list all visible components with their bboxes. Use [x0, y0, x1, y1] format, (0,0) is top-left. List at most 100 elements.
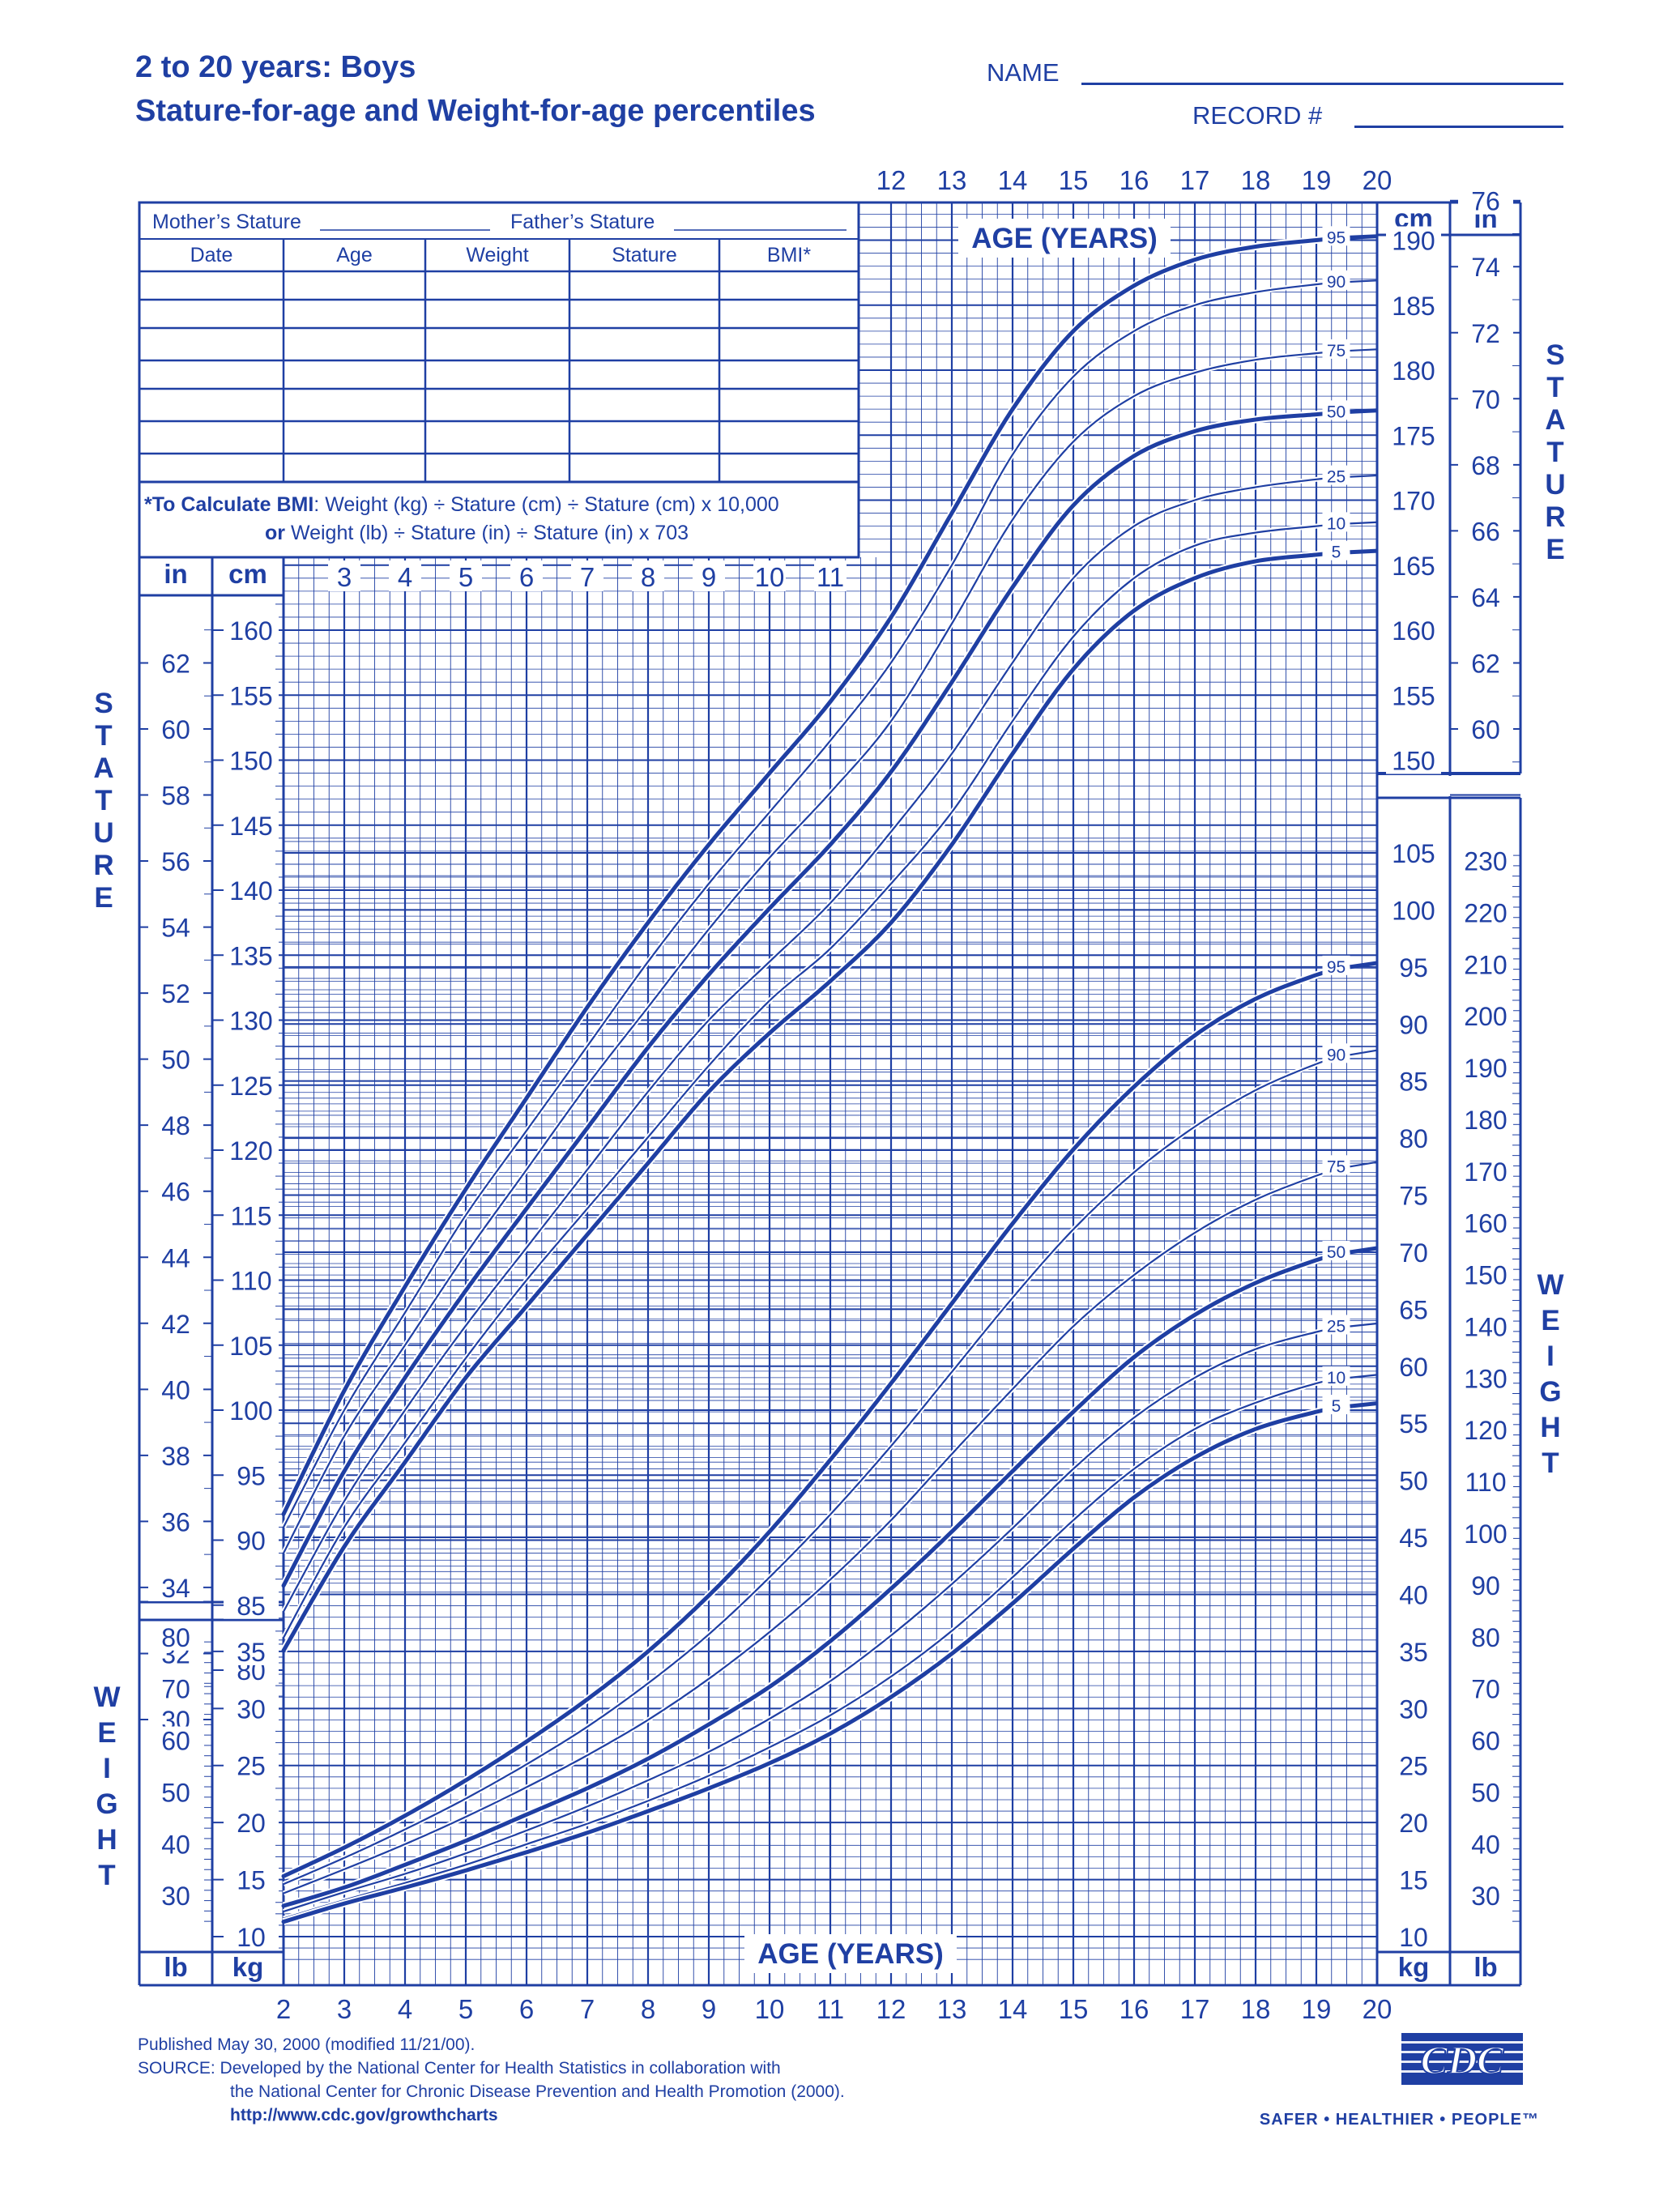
tick-bg: [224, 1396, 279, 1424]
cm-tick-left: 95: [237, 1461, 266, 1490]
record-column-header: Date: [190, 244, 233, 266]
tick-bg: [224, 616, 279, 644]
stature-vertical-left: A: [93, 752, 113, 784]
grid: [138, 199, 1522, 1987]
stature-curve-tail: [1350, 548, 1378, 555]
in-tick-left: 56: [161, 847, 190, 876]
stature-curve-tail: [1350, 279, 1378, 283]
lb-tick-right: 220: [1464, 898, 1507, 927]
in-tick-right: 64: [1471, 583, 1500, 612]
tick-bg: [1458, 1830, 1513, 1858]
in-tick-right: 74: [1471, 253, 1500, 282]
kg-tick-left: 15: [237, 1866, 266, 1895]
weight-curve-p10: [282, 1376, 1348, 1920]
lb-tick-left: 70: [161, 1675, 190, 1704]
age-tick-bg: [510, 560, 543, 591]
stature-label-bg: [1322, 512, 1350, 532]
stature-vertical-left: S: [94, 688, 113, 719]
age-tick-bottom: 20: [1363, 1994, 1392, 2024]
tick-bg: [1458, 1208, 1513, 1237]
tick-bg: [1458, 253, 1513, 281]
cm-tick-right: 155: [1392, 681, 1435, 710]
in-tick-left: 62: [161, 649, 190, 678]
lb-tick-left: 80: [161, 1623, 190, 1652]
tick-bg: [1386, 616, 1441, 644]
in-tick-right: 66: [1471, 517, 1500, 546]
lb-tick-right: 110: [1465, 1468, 1506, 1497]
age-tick-inner: 10: [755, 562, 785, 592]
weight-curve-tail: [1350, 1161, 1378, 1168]
kg-tick-right: 105: [1392, 839, 1435, 868]
weight-vertical-left: W: [93, 1681, 120, 1713]
stature-curve-tail: [1350, 521, 1378, 525]
in-tick-right: 70: [1471, 385, 1500, 414]
lb-tick-right: 90: [1471, 1571, 1500, 1600]
cm-tick-left: 160: [229, 616, 272, 646]
stature-vertical-left: T: [95, 720, 112, 752]
in-tick-left: 36: [161, 1507, 190, 1536]
stature-vertical-left: E: [94, 882, 113, 914]
cm-tick-left: 90: [237, 1527, 266, 1556]
tick-bg: [1458, 1519, 1513, 1547]
record-column-header: BMI*: [767, 244, 811, 266]
weight-curve-tail: [1350, 1246, 1378, 1255]
weight-vertical-left: E: [97, 1717, 116, 1749]
tick-bg: [148, 1177, 203, 1205]
tick-bg: [1458, 1157, 1513, 1185]
source-url[interactable]: http://www.cdc.gov/growthcharts: [230, 2106, 498, 2125]
in-tick-right: 62: [1471, 649, 1500, 678]
age-tick-bg: [693, 560, 725, 591]
tick-bg: [224, 1331, 279, 1359]
in-tick-left: 40: [161, 1375, 190, 1404]
record-column-header: Weight: [466, 244, 528, 266]
weight-curve-p25: [282, 1325, 1348, 1913]
kg-tick-right: 85: [1399, 1068, 1428, 1097]
tick-bg: [1458, 898, 1513, 927]
age-tick-bg: [328, 560, 360, 591]
unit-kg-left: kg: [232, 1952, 264, 1982]
kg-tick-right: 90: [1399, 1010, 1428, 1039]
age-tick-bg: [814, 560, 847, 591]
tick-bg: [1386, 551, 1441, 579]
cm-tick-left: 125: [229, 1072, 272, 1101]
tick-bg: [224, 1071, 279, 1099]
lb-tick-right: 140: [1464, 1312, 1507, 1341]
tick-bg: [224, 1809, 279, 1837]
cm-tick-left: 150: [229, 747, 272, 776]
tick-bg: [1386, 291, 1441, 319]
tick-bg: [1386, 1694, 1441, 1723]
kg-tick-left: 20: [237, 1809, 266, 1838]
source-text-1: Developed by the National Center for Hea…: [220, 2059, 781, 2078]
lb-tick-right: 150: [1464, 1261, 1507, 1290]
kg-tick-right: 20: [1399, 1809, 1428, 1838]
weight-vertical-left: T: [98, 1860, 115, 1891]
tick-bg: [1458, 1778, 1513, 1806]
tick-bg: [1386, 896, 1441, 924]
record-line[interactable]: [1354, 103, 1563, 128]
record-column-header: Age: [336, 244, 372, 266]
name-line[interactable]: [1081, 60, 1563, 85]
lb-tick-left: 50: [161, 1778, 190, 1807]
tick-bg: [1458, 846, 1513, 875]
stature-vertical-left: R: [93, 850, 113, 881]
cm-tick-right: 185: [1392, 292, 1435, 321]
unit-cm-left: cm: [228, 559, 267, 589]
tick-bg: [148, 1726, 203, 1754]
tick-bg: [1458, 1260, 1513, 1289]
age-tick-top: 15: [1059, 165, 1089, 195]
tick-bg: [1458, 582, 1513, 611]
stature-label-bg: [1322, 270, 1350, 290]
tick-bg: [1386, 1181, 1441, 1209]
tick-bg: [1386, 356, 1441, 384]
tick-bg: [148, 714, 203, 743]
tick-bg: [1386, 1524, 1441, 1552]
stature-vertical-right: T: [1546, 372, 1563, 403]
in-tick-left: 52: [161, 979, 190, 1008]
lb-tick-right: 170: [1464, 1157, 1507, 1187]
weight-curve-tail: [1350, 1374, 1378, 1379]
stature-percentile-label: 10: [1327, 514, 1346, 533]
tick-bg: [1458, 1364, 1513, 1392]
age-tick-inner: 4: [398, 562, 412, 592]
bmi-note-1: *To Calculate BMI: Weight (kg) ÷ Stature…: [144, 493, 779, 516]
cm-tick-right: 150: [1392, 747, 1435, 776]
